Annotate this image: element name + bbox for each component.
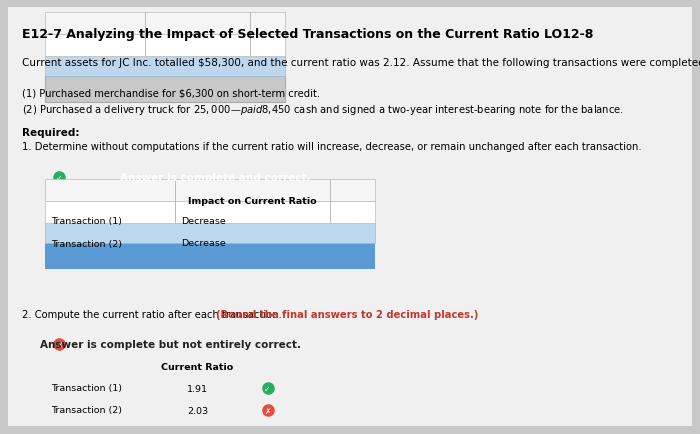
Text: ✓: ✓ (265, 384, 271, 393)
Text: (Round the final answers to 2 decimal places.): (Round the final answers to 2 decimal pl… (216, 309, 478, 319)
Text: Required:: Required: (22, 128, 80, 138)
Text: (2) Purchased a delivery truck for $25,000—paid $8,450 cash and signed a two-yea: (2) Purchased a delivery truck for $25,0… (22, 103, 624, 117)
Text: Transaction (1): Transaction (1) (51, 384, 122, 393)
Text: ✗: ✗ (265, 405, 271, 414)
Text: 1. Determine without computations if the current ratio will increase, decrease, : 1. Determine without computations if the… (22, 141, 642, 151)
Text: (1) Purchased merchandise for $6,300 on short-term credit.: (1) Purchased merchandise for $6,300 on … (22, 88, 320, 98)
Text: Transaction (2): Transaction (2) (51, 239, 122, 248)
Text: 2.03: 2.03 (187, 405, 208, 414)
Text: Transaction (1): Transaction (1) (51, 217, 122, 226)
Text: Current Ratio: Current Ratio (162, 363, 234, 372)
Text: ✗: ✗ (56, 340, 62, 349)
Text: ✓: ✓ (349, 239, 356, 248)
Text: E12-7 Analyzing the Impact of Selected Transactions on the Current Ratio LO12-8: E12-7 Analyzing the Impact of Selected T… (22, 28, 594, 41)
Text: ✓: ✓ (349, 217, 356, 226)
Text: Decrease: Decrease (181, 239, 225, 248)
Text: Transaction (2): Transaction (2) (51, 405, 122, 414)
Text: Decrease: Decrease (181, 217, 225, 226)
Text: ✓: ✓ (56, 173, 62, 182)
Text: Current assets for JC Inc. totalled $58,300, and the current ratio was 2.12. Ass: Current assets for JC Inc. totalled $58,… (22, 58, 700, 68)
Text: Answer is complete but not entirely correct.: Answer is complete but not entirely corr… (39, 339, 300, 349)
Text: 2. Compute the current ratio after each transaction.: 2. Compute the current ratio after each … (22, 309, 285, 319)
Text: Answer is complete and correct.: Answer is complete and correct. (120, 173, 310, 183)
Text: 1.91: 1.91 (187, 384, 208, 393)
Text: Impact on Current Ratio: Impact on Current Ratio (188, 196, 317, 205)
